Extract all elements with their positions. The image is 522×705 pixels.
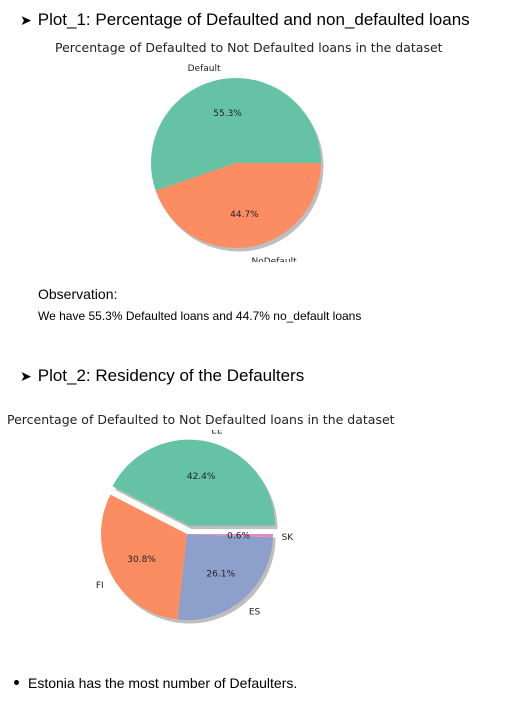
bullet-text: Estonia has the most number of Defaulter…: [28, 675, 298, 691]
chart-1-title: Percentage of Defaulted to Not Defaulted…: [55, 40, 443, 55]
chart-2-category-label-ee: EE: [211, 430, 223, 437]
chart-2-slice-es: [177, 534, 273, 620]
chart-2-pct-label-ee: 42.4%: [187, 472, 216, 482]
chart-2-category-label-sk: SK: [282, 533, 295, 543]
chart-2-slice-ee: [112, 439, 276, 526]
section-2-heading-text: Plot_2: Residency of the Defaulters: [37, 366, 305, 385]
chart-1-category-label-default: Default: [188, 64, 221, 74]
observation-label: Observation:: [38, 286, 118, 302]
arrow-bullet-icon: ➤: [20, 12, 32, 28]
chart-2-slice-fi: [100, 494, 187, 620]
chart-2-title: Percentage of Defaulted to Not Defaulted…: [7, 412, 395, 427]
arrow-bullet-icon: ➤: [20, 368, 32, 384]
chart-1-slice-default: [150, 78, 321, 191]
chart-1-slice-nodefault: [155, 163, 321, 249]
chart-2-pie: 42.4% EE 30.8% FI 26.1% ES 0.6% SK: [96, 430, 295, 624]
chart-1-pct-label-default: 55.3%: [213, 109, 242, 119]
section-1-heading-text: Plot_1: Percentage of Defaulted and non_…: [37, 10, 470, 29]
chart-2-category-label-fi: FI: [96, 581, 104, 591]
chart-1-category-label-nodefault: NoDefault: [251, 257, 297, 262]
chart-1-pie: 55.3% Default 44.7% NoDefault: [150, 64, 324, 262]
bullet-item: Estonia has the most number of Defaulter…: [14, 675, 297, 691]
observation-text: We have 55.3% Defaulted loans and 44.7% …: [38, 309, 362, 323]
chart-2-pct-label-es: 26.1%: [206, 570, 235, 580]
chart-2-slice-sk: [187, 534, 273, 538]
chart-2-pct-label-fi: 30.8%: [127, 555, 156, 565]
chart-2-pct-label-sk: 0.6%: [227, 531, 250, 541]
chart-2-category-label-es: ES: [249, 608, 261, 618]
bullet-dot-icon: [14, 679, 19, 685]
section-2-heading: ➤ Plot_2: Residency of the Defaulters: [20, 366, 304, 386]
section-1-heading: ➤ Plot_1: Percentage of Defaulted and non…: [20, 10, 470, 30]
chart-1-pct-label-nodefault: 44.7%: [230, 210, 259, 220]
